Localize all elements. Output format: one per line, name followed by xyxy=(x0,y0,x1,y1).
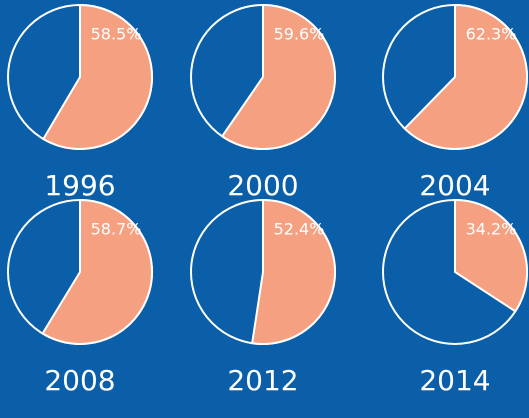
pie-slice xyxy=(41,198,153,345)
value-label: 52.4% xyxy=(274,220,325,239)
pie-slice xyxy=(41,3,153,150)
pie-slice xyxy=(220,3,336,150)
pie-title: 2012 xyxy=(227,364,298,397)
pie-slice xyxy=(251,198,336,345)
value-label: 58.7% xyxy=(91,220,142,239)
value-label: 62.3% xyxy=(466,25,517,44)
value-label: 34.2% xyxy=(466,220,517,239)
value-label: 58.5% xyxy=(91,25,142,44)
pie-title: 2000 xyxy=(227,169,298,202)
value-label: 59.6% xyxy=(274,25,325,44)
pie-title: 2008 xyxy=(44,364,115,397)
pie-title: 2014 xyxy=(419,364,490,397)
pie-title: 2004 xyxy=(419,169,490,202)
pie-slice xyxy=(403,3,528,150)
pie-slice xyxy=(454,198,528,313)
pie-title: 1996 xyxy=(44,169,115,202)
